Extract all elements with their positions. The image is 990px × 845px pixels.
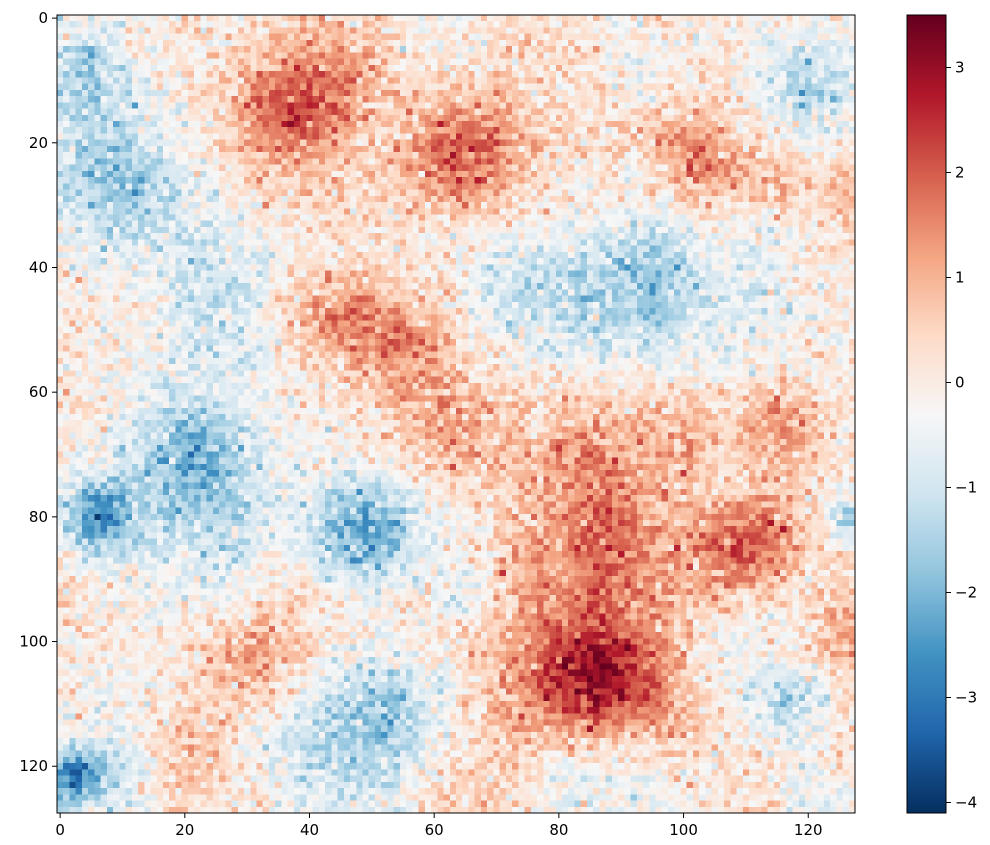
colorbar-tick-label: −3 [955, 689, 977, 707]
y-tick-label: 120 [19, 757, 48, 775]
colorbar-tick-label: −1 [955, 479, 977, 497]
x-axis: 0 20 40 60 80 100 120 [55, 813, 823, 839]
x-tick-label: 120 [794, 821, 823, 839]
colorbar-gradient [907, 15, 946, 813]
x-tick-label: 60 [425, 821, 444, 839]
x-tick-label: 100 [669, 821, 698, 839]
colorbar-tick-label: 0 [955, 374, 965, 392]
colorbar-axis: 3 2 1 0 −1 −2 −3 −4 [946, 59, 977, 812]
x-tick-label: 20 [175, 821, 194, 839]
heatmap-image [57, 15, 855, 813]
y-tick-label: 40 [29, 258, 48, 276]
x-tick-label: 0 [55, 821, 65, 839]
y-tick-label: 80 [29, 508, 48, 526]
y-tick-label: 0 [38, 9, 48, 27]
y-axis: 0 20 40 60 80 100 120 [19, 9, 57, 775]
y-tick-label: 20 [29, 134, 48, 152]
colorbar-tick-label: 2 [955, 164, 965, 182]
y-tick-label: 60 [29, 383, 48, 401]
plot-frame [56, 14, 856, 814]
y-tick-label: 100 [19, 633, 48, 651]
colorbar-tick-label: 3 [955, 59, 965, 77]
colorbar-frame [906, 14, 947, 814]
colorbar-tick-label: 1 [955, 269, 965, 287]
x-tick-label: 80 [549, 821, 568, 839]
x-tick-label: 40 [300, 821, 319, 839]
colorbar-tick-label: −4 [955, 794, 977, 812]
colorbar-tick-label: −2 [955, 584, 977, 602]
